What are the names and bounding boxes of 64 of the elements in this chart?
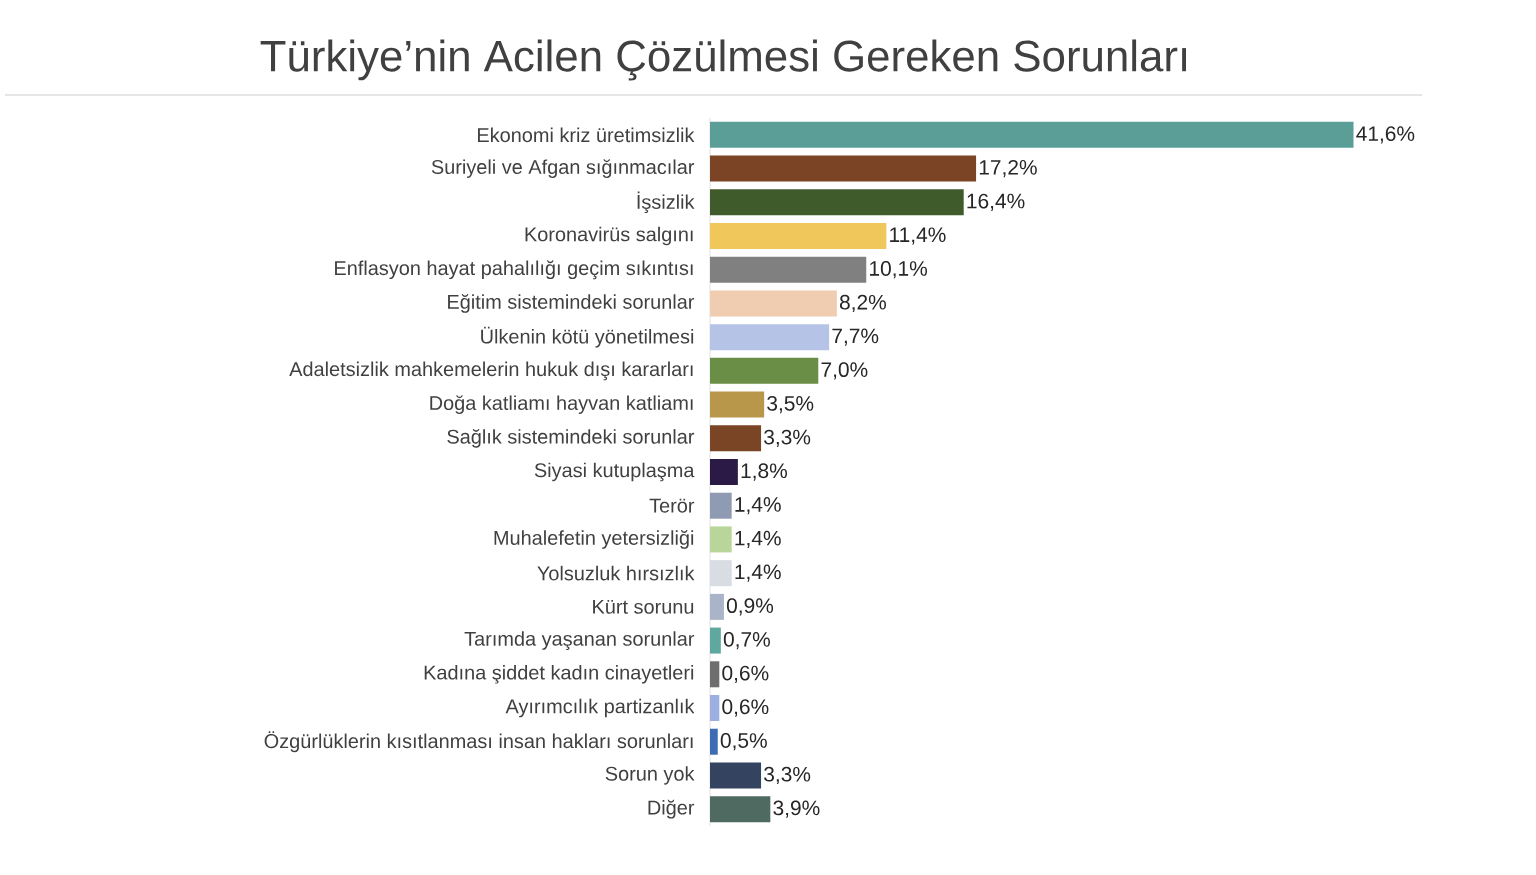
data-label: 1,4% (735, 530, 781, 549)
y-tick-label: Doğa katliamı hayvan katliamı (430, 395, 693, 414)
y-tick-label: Kürt sorunu (593, 599, 694, 614)
y-tick-label: Suriyeli ve Afgan sığınmacılar (431, 159, 695, 178)
data-label: 0,9% (726, 598, 774, 616)
bar (710, 796, 771, 823)
y-tick-label: Enflasyon hayat pahalılığı geçim sıkıntısı (335, 260, 693, 280)
y-tick-label: Ülkenin kötü yönetilmesi (481, 326, 694, 348)
y-tick-label: Eğitim sistemindeki sorunlar (448, 294, 695, 313)
bar (710, 492, 732, 519)
bar (710, 290, 837, 317)
bar (710, 627, 721, 654)
bar (710, 526, 732, 553)
data-label: 0,7% (723, 631, 770, 650)
y-tick-label: Yolsuzluk hırsızlık (537, 565, 695, 581)
data-label: 17,2% (979, 159, 1037, 178)
data-label: 16,4% (967, 193, 1025, 211)
bar (710, 121, 1354, 148)
data-label: 7,0% (821, 362, 868, 380)
data-label: 3,9% (773, 800, 820, 818)
y-tick-label: Ayırımcılık partizanlık (505, 698, 695, 718)
bar (710, 728, 718, 755)
data-label: 1,4% (735, 497, 781, 515)
bar (710, 695, 720, 721)
y-tick-label: Kadına şiddet kadın cinayetleri (424, 664, 694, 684)
y-tick-label: Terör (649, 498, 695, 513)
data-label: 0,6% (722, 665, 769, 683)
y-tick-label: Tarımda yaşanan sorunlar (464, 631, 695, 650)
data-label: 0,6% (722, 699, 769, 717)
bar (710, 357, 819, 384)
bar (710, 189, 964, 216)
chart-title: Türkiye’nin Acilen Çözülmesi Gereken Sorunları (260, 39, 1186, 81)
bar (710, 661, 720, 688)
bar (710, 762, 762, 789)
bar (710, 425, 762, 452)
y-tick-label: Sağlık sistemindeki sorunlar (447, 428, 695, 448)
data-label: 3,3% (764, 429, 811, 447)
y-tick-label: Siyasi kutuplaşma (534, 462, 695, 482)
data-label: 1,8% (741, 463, 787, 481)
data-label: 7,7% (832, 328, 879, 346)
bar (710, 560, 732, 587)
y-tick-label: Özgürlüklerin kısıtlanması insan hakları sorunları (264, 731, 693, 753)
bar (710, 391, 765, 418)
bar (710, 256, 867, 283)
data-label: 41,6% (1356, 126, 1415, 144)
data-label: 10,1% (870, 261, 928, 279)
y-tick-label: Koronavirüs salgını (525, 226, 693, 246)
bar (710, 155, 977, 182)
y-tick-label: Muhalefetin yetersizliği (494, 530, 694, 549)
data-label: 11,4% (890, 227, 946, 245)
data-label: 8,2% (839, 294, 886, 313)
data-label: 1,4% (735, 564, 781, 582)
y-tick-label: Ekonomi kriz üretimsizlik (478, 127, 695, 143)
bar (710, 593, 724, 620)
y-tick-label: Diğer (648, 799, 695, 819)
data-label: 3,5% (767, 395, 814, 414)
data-label: 3,3% (764, 766, 811, 785)
bar (710, 222, 887, 249)
y-tick-label: Adaletsizlik mahkemelerin hukuk dışı kararları (289, 361, 693, 381)
data-label: 0,5% (720, 733, 767, 751)
y-tick-label: Sorun yok (605, 766, 695, 785)
y-tick-label: İşsizlik (637, 191, 695, 214)
bar (710, 459, 738, 485)
bar (710, 324, 830, 351)
